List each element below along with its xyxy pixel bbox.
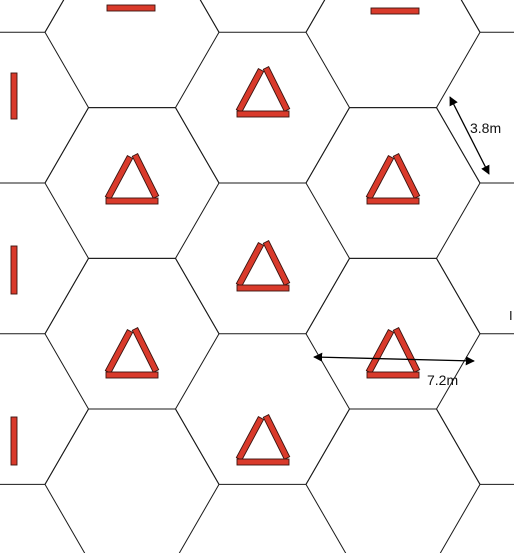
- triangle-left-bar: [365, 154, 395, 201]
- triangle-left-bar: [235, 241, 265, 288]
- triangle-right-bar: [392, 153, 421, 199]
- triangle-right-bar: [262, 414, 291, 460]
- triangle-marker: [235, 66, 291, 118]
- triangle-base-bar: [105, 197, 159, 205]
- hexagon-edge: [436, 408, 481, 485]
- width-dimension: 7.2m: [313, 352, 475, 388]
- hexagon-edge: [175, 408, 220, 485]
- triangle-left-bar: [104, 328, 134, 375]
- hexagon-edge: [199, 0, 220, 33]
- triangle-right-bar: [131, 327, 160, 373]
- hexagon-edge: [175, 107, 220, 184]
- triangle-base-bar: [236, 284, 290, 292]
- hexagon-edge: [44, 0, 65, 33]
- hexagon-edge: [199, 0, 220, 33]
- hexagon-edge: [460, 0, 481, 33]
- hexagon-edge: [305, 484, 347, 553]
- width-label: 7.2m: [427, 372, 458, 388]
- hexagon-edge: [44, 258, 89, 334]
- triangle-marker: [365, 327, 421, 379]
- triangle-base-bar: [236, 458, 290, 466]
- hexagon-edge: [305, 182, 350, 259]
- triangle-right-bar: [131, 153, 160, 199]
- single-bar-marker: [106, 4, 156, 12]
- triangle-marker: [104, 327, 160, 379]
- triangle-left-bar: [365, 328, 395, 375]
- hexagon-edge: [44, 0, 65, 33]
- hexagon-edge: [436, 32, 481, 108]
- triangle-right-bar: [262, 66, 291, 112]
- triangle-marker: [104, 153, 160, 205]
- side-length-dimension: 3.8m: [449, 96, 501, 175]
- triangle-base-bar: [366, 197, 420, 205]
- hexagon-edge: [305, 408, 350, 485]
- side-length-arrow: [449, 96, 490, 175]
- hexagon-edge: [44, 182, 89, 259]
- hexagon-edge: [305, 107, 350, 184]
- triangle-right-bar: [262, 240, 291, 286]
- hexagon-edge: [44, 484, 86, 553]
- edge-bar-markers: [10, 4, 420, 466]
- hexagon-edge: [436, 333, 481, 410]
- right-edge-glyph: I: [509, 308, 513, 323]
- triangle-left-bar: [235, 67, 265, 114]
- hexagon-edge: [460, 0, 481, 33]
- triangle-marker: [235, 414, 291, 466]
- hexagon-edge: [178, 484, 220, 553]
- width-arrow: [313, 352, 475, 366]
- hexagon-edge: [305, 32, 350, 108]
- triangle-left-bar: [104, 154, 134, 201]
- single-bar-marker: [10, 72, 18, 120]
- single-bar-marker: [10, 245, 18, 295]
- triangle-right-bar: [392, 327, 421, 373]
- triangle-left-bar: [235, 415, 265, 462]
- hexagon-edge: [305, 333, 350, 410]
- hexagon-edge: [305, 258, 350, 334]
- hexagon-edge: [44, 107, 89, 184]
- hexagon-edge: [44, 333, 89, 410]
- hexagon-edge: [44, 32, 89, 108]
- hexagon-edge: [175, 258, 220, 334]
- hexagon-edge: [439, 484, 481, 553]
- single-bar-marker: [370, 7, 420, 15]
- hexagon-edge: [305, 0, 326, 33]
- hexagon-edge: [436, 107, 481, 184]
- triangle-marker: [235, 240, 291, 292]
- single-bar-marker: [10, 416, 18, 466]
- hexagon-edge: [436, 182, 481, 259]
- hexagon-edge: [305, 0, 326, 33]
- triangle-base-bar: [366, 371, 420, 379]
- hexagon-edge: [175, 333, 220, 410]
- hexagon-edge: [175, 32, 220, 108]
- hexagon-edge: [436, 258, 481, 334]
- triangle-base-bar: [105, 371, 159, 379]
- triangle-markers: [104, 66, 421, 466]
- triangle-base-bar: [236, 110, 290, 118]
- triangle-marker: [365, 153, 421, 205]
- hexagon-edge: [175, 182, 220, 259]
- side-length-label: 3.8m: [470, 120, 501, 136]
- hexagon-edge: [44, 408, 89, 485]
